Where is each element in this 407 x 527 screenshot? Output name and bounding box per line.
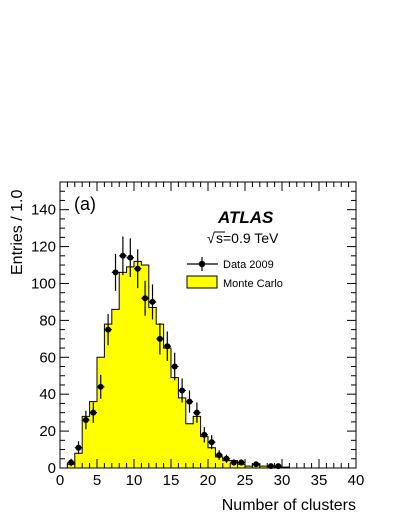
x-tick-label: 25 <box>237 472 254 489</box>
data-point <box>163 331 171 361</box>
data-point-marker <box>127 254 134 261</box>
y-tick-label: 40 <box>39 386 56 403</box>
x-tick-label: 15 <box>163 472 180 489</box>
data-point <box>200 427 208 443</box>
data-point-marker <box>75 444 82 451</box>
legend: Data 2009 Monte Carlo <box>186 257 283 290</box>
data-point-marker <box>275 463 282 470</box>
y-tick-label: 80 <box>39 312 56 329</box>
data-point <box>111 253 120 291</box>
y-axis-title: Entries / 1.0 <box>9 190 26 275</box>
data-point <box>134 249 142 289</box>
y-tick-label: 60 <box>39 349 56 366</box>
x-axis-title: Number of clusters <box>222 497 356 514</box>
atlas-label: ATLAS <box>217 208 274 227</box>
data-point-marker <box>105 326 112 333</box>
data-point-marker <box>156 335 163 342</box>
data-point <box>82 410 90 430</box>
x-tick-label: 35 <box>311 472 328 489</box>
data-point-marker <box>97 383 104 390</box>
data-point <box>148 284 157 320</box>
data-point-marker <box>208 439 215 446</box>
x-tick-label: 30 <box>274 472 291 489</box>
legend-mc-label: Monte Carlo <box>223 278 283 290</box>
data-point <box>178 378 186 403</box>
data-point <box>171 352 179 381</box>
data-point <box>156 323 164 355</box>
data-point <box>208 435 216 450</box>
data-point-marker <box>142 295 149 302</box>
data-point <box>215 450 223 460</box>
y-tick-label: 140 <box>31 202 56 219</box>
data-point-marker <box>267 463 274 470</box>
data-point <box>89 402 97 423</box>
y-tick-label: 120 <box>31 239 56 256</box>
data-point <box>97 374 105 399</box>
data-point <box>222 454 231 463</box>
x-tick-label: 20 <box>200 472 217 489</box>
data-point-marker <box>90 409 97 416</box>
x-tick-label: 40 <box>348 472 365 489</box>
data-point <box>141 280 149 316</box>
data-point-marker <box>179 387 186 394</box>
data-point-marker <box>201 431 208 438</box>
data-point <box>237 459 245 466</box>
data-point-marker <box>223 455 230 462</box>
data-point <box>67 458 75 467</box>
legend-data-label: Data 2009 <box>223 259 274 271</box>
energy-sqrt-symbol: √ <box>207 230 215 246</box>
data-point-marker <box>238 459 245 466</box>
data-point-marker <box>171 363 178 370</box>
data-point <box>185 390 194 413</box>
y-tick-label: 0 <box>48 460 56 477</box>
data-point-marker <box>68 459 75 466</box>
axes-layer: 0 5 10 15 20 25 30 35 40 0 20 40 60 80 100 120 140 <box>31 181 365 489</box>
data-point-marker <box>112 269 119 276</box>
panel-label: (a) <box>74 194 96 214</box>
data-point-marker <box>119 252 126 259</box>
data-point <box>126 238 134 278</box>
data-point <box>74 441 83 455</box>
data-point <box>230 459 238 466</box>
data-point-marker <box>164 343 171 350</box>
y-tick-label: 20 <box>39 423 56 440</box>
data-point <box>274 463 282 470</box>
x-tick-label: 5 <box>93 472 101 489</box>
data-point-marker <box>82 417 89 424</box>
data-point <box>193 402 201 423</box>
energy-label: s=0.9 TeV <box>216 230 279 246</box>
data-points-layer <box>67 236 282 470</box>
data-point-marker <box>134 265 141 272</box>
monte-carlo-layer <box>60 260 356 469</box>
monte-carlo-histogram <box>60 260 356 469</box>
data-point <box>119 236 127 276</box>
data-point-marker <box>230 459 237 466</box>
legend-data-marker-dot <box>198 260 206 268</box>
data-point <box>252 461 260 468</box>
data-point-marker <box>193 409 200 416</box>
data-point-marker <box>216 452 223 459</box>
data-point-marker <box>149 298 156 305</box>
data-point-marker <box>186 398 193 405</box>
data-point <box>104 313 112 346</box>
data-point <box>267 463 275 470</box>
legend-mc-swatch <box>186 275 218 289</box>
x-tick-label: 10 <box>126 472 143 489</box>
data-point-marker <box>253 461 260 468</box>
x-tick-label: 0 <box>56 472 64 489</box>
y-tick-label: 100 <box>31 275 56 292</box>
